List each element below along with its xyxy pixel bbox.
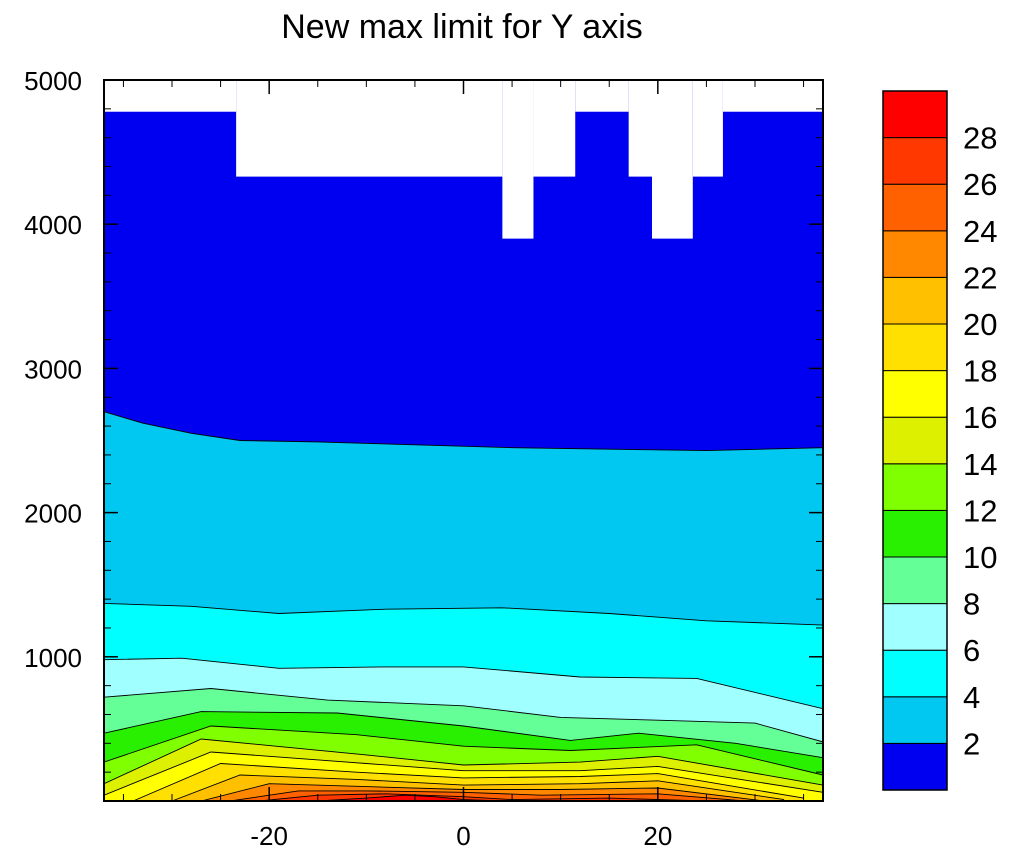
colorbar-label: 22 [963,260,997,295]
colorbar-label: 12 [963,493,997,528]
colorbar-label: 6 [963,633,980,668]
colorbar-label: 20 [963,307,997,342]
colorbar-label: 2 [963,726,980,761]
colorbar-box [882,742,948,791]
colorbar-label: 10 [963,540,997,575]
colorbar-label: 24 [963,214,997,249]
colorbar-box [882,556,948,605]
y-tick-label: 5000 [24,66,82,96]
missing-region-7 [692,80,723,177]
axis-ticks: -20 0 20 1000 2000 3000 4000 5000 [24,66,823,851]
contour-line-2 [104,411,823,452]
chart-title: New max limit for Y axis [281,8,643,46]
contour-line-28 [317,794,503,801]
colorbar-label: 18 [963,354,997,389]
contour-line-16 [104,751,823,796]
colorbar-box [882,137,948,185]
missing-region-0 [104,80,237,112]
colorbar-box [882,416,948,465]
missing-region-1 [236,80,503,177]
colorbar-box [882,323,948,372]
x-tick-label: 0 [456,821,470,851]
y-tick-label: 2000 [24,499,82,529]
contour-line-14 [104,738,823,786]
contour-line-20 [171,774,785,801]
contour-line-4 [104,602,823,626]
missing-region-8 [722,80,823,112]
y-tick-label: 3000 [24,354,82,384]
contour-line-10 [104,711,823,759]
colorbar-frame [882,90,948,791]
missing-region-4 [575,80,629,112]
missing-region-6 [651,80,693,239]
missing-region-2 [502,80,534,239]
contour-fills [104,80,823,801]
colorbar-box [882,90,948,139]
missing-data-mask [104,80,823,239]
colorbar-box [882,603,948,651]
colorbar-box [882,276,948,325]
colorbar-label: 16 [963,400,997,435]
colorbar-box [882,370,948,418]
colorbar-label: 14 [963,447,997,482]
y-tick-label: 1000 [24,643,82,673]
colorbar-label: 28 [963,121,997,156]
contour-line-18 [132,763,804,801]
y-tick-label: 4000 [24,210,82,240]
x-tick-label: -20 [250,821,288,851]
colorbar-box [882,463,948,511]
contour-lines [104,411,823,801]
colorbar-box [882,509,948,558]
colorbar-box [882,696,948,744]
missing-region-5 [628,80,652,177]
contour-line-6 [104,657,823,710]
colorbar-label: 8 [963,587,980,622]
colorbar-box [882,230,948,278]
colorbar-box [882,649,948,698]
band-above-28 [317,795,503,801]
contour-line-12 [104,725,823,776]
colorbar-label: 4 [963,680,980,715]
colorbar-label: 26 [963,167,997,202]
plot-area [104,80,823,801]
x-tick-label: 20 [643,821,672,851]
contour-line-8 [104,688,823,743]
missing-region-3 [533,80,576,177]
colorbar-box [882,183,948,232]
